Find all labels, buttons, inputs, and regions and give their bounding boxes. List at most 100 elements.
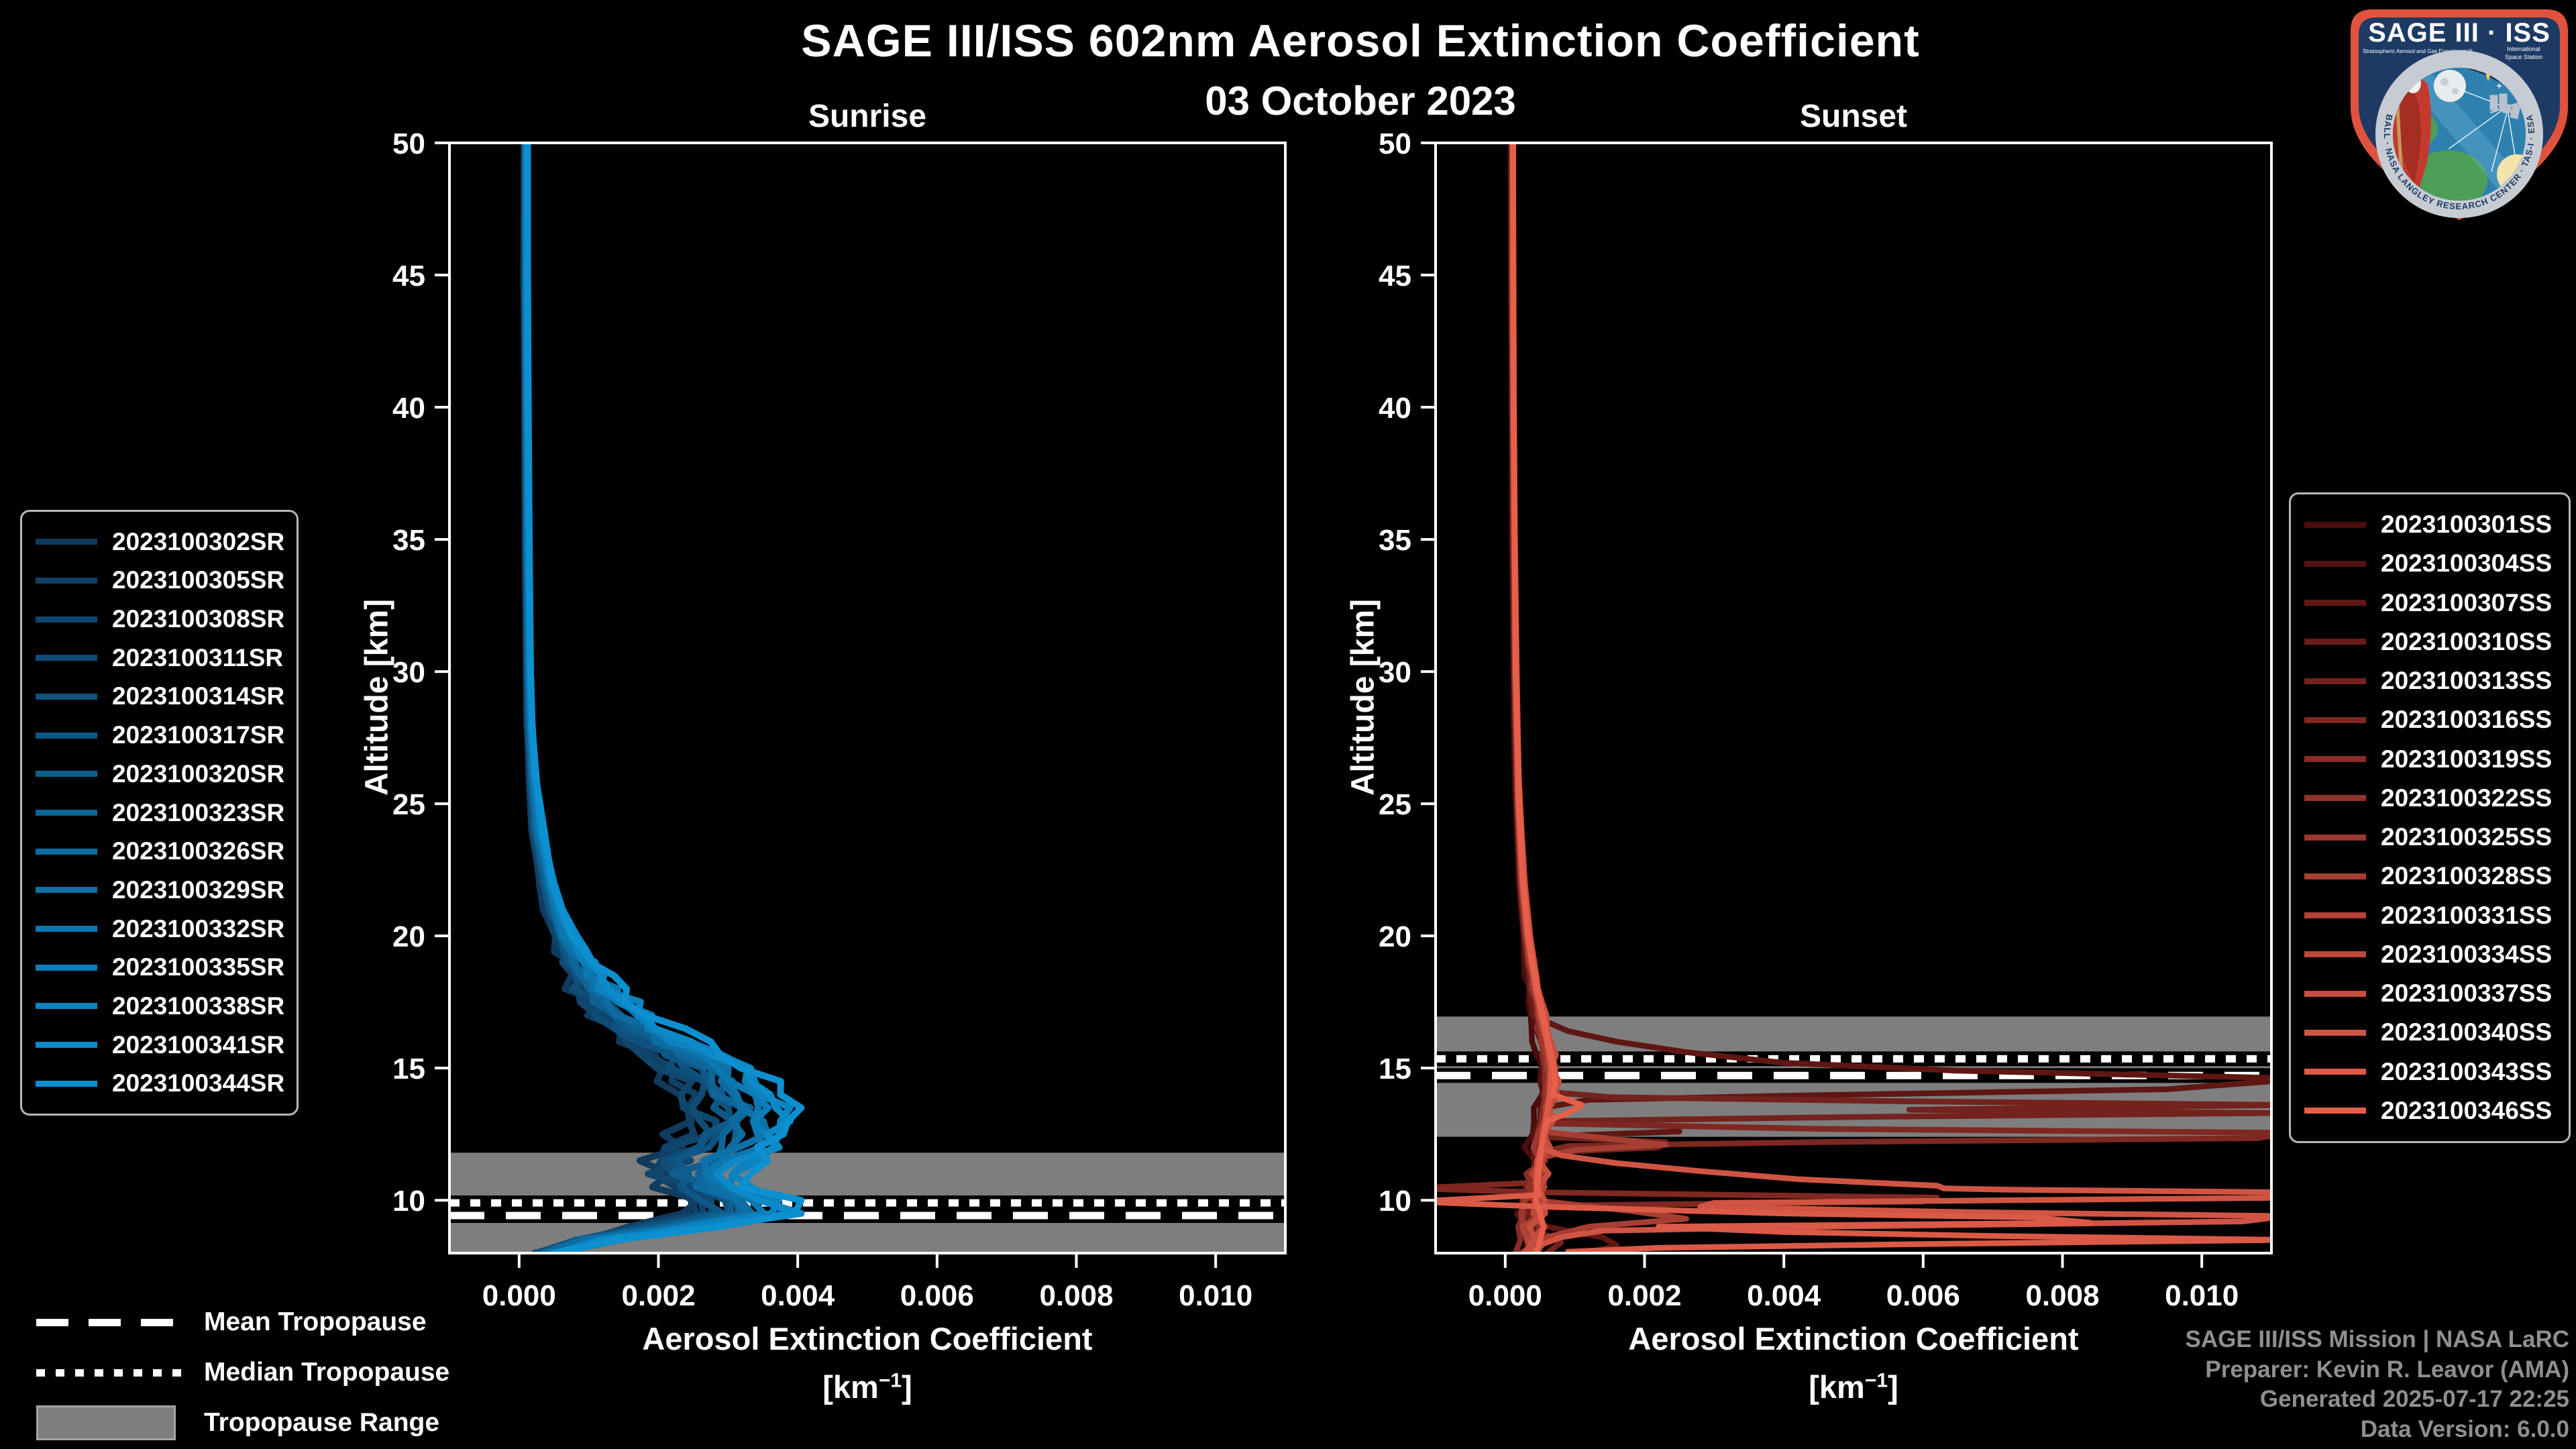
legend-item: 2023100344SR <box>36 1069 284 1097</box>
legend-line-swatch <box>2304 521 2366 528</box>
legend-label: 2023100310SS <box>2381 627 2553 655</box>
legend-item: 2023100302SR <box>36 528 284 556</box>
dotted-line-swatch <box>36 1368 185 1377</box>
legend-line-swatch <box>36 693 97 700</box>
legend-label: 2023100305SR <box>112 566 285 594</box>
legend-label: 2023100326SR <box>112 837 285 865</box>
legend-item: 2023100311SR <box>36 644 283 672</box>
legend-line-swatch <box>36 964 97 971</box>
legend-item: 2023100341SR <box>36 1031 284 1059</box>
legend-label: 2023100335SR <box>112 953 285 981</box>
y-tick-label: 10 <box>392 1185 425 1218</box>
legend-item: 2023100326SR <box>36 837 285 865</box>
sunrise-legend: 2023100302SR 2023100305SR 2023100308SR 2023… <box>20 510 299 1116</box>
legend-line-swatch <box>2304 834 2366 841</box>
logo-earth <box>2393 68 2526 201</box>
x-axis-unit-sunset: [km−1] <box>1809 1369 1898 1405</box>
logo-subtitle-left: Stratospheric Aerosol and Gas Experiment… <box>2363 48 2473 54</box>
legend-item: 2023100338SR <box>36 991 285 1020</box>
attribution-line: Data Version: 6.0.0 <box>2360 1416 2569 1443</box>
y-tick-label: 25 <box>1379 788 1411 821</box>
sage-iss-logo-icon: SAGE III · ISS Stratospheric Aerosol and… <box>2351 9 2568 220</box>
legend-item: 2023100334SS <box>2304 941 2555 969</box>
legend-item: 2023100328SS <box>2304 862 2555 890</box>
legend-line-swatch <box>36 577 97 584</box>
legend-line-swatch <box>36 1042 97 1049</box>
y-tick-label: 10 <box>1379 1185 1411 1218</box>
legend-item: 2023100319SS <box>2304 745 2555 773</box>
y-tick-label: 50 <box>1379 127 1411 160</box>
legend-item: 2023100308SR <box>36 605 284 633</box>
legend-label: 2023100332SR <box>112 914 285 943</box>
x-tick-label: 0.002 <box>1607 1279 1681 1312</box>
logo-sightlines <box>2448 89 2518 172</box>
plot-frame <box>448 142 1287 1254</box>
legend-label: 2023100338SR <box>112 991 285 1020</box>
mean-tropopause-legend-item: Mean Tropopause <box>36 1304 449 1340</box>
plot-frame <box>1434 142 2273 1254</box>
y-axis-label-sunset: Altitude [km] <box>1345 598 1381 796</box>
median-tropopause-legend-item: Median Tropopause <box>36 1354 449 1391</box>
profile-2023100329SR <box>523 143 771 1253</box>
x-axis-label-sunset: Aerosol Extinction Coefficient <box>1628 1321 2079 1356</box>
x-tick-label: 0.008 <box>2025 1279 2099 1312</box>
tropopause-legend: Mean Tropopause Median Tropopause Tropop… <box>36 1304 449 1441</box>
legend-label: 2023100328SS <box>2381 862 2553 890</box>
tropopause-range-legend-item: Tropopause Range <box>36 1405 449 1441</box>
x-tick-label: 0.010 <box>2165 1279 2239 1312</box>
page-title: SAGE III/ISS 602nm Aerosol Extinction Co… <box>801 15 1920 66</box>
x-tick-label: 0.004 <box>761 1279 835 1312</box>
legend-line-swatch <box>2304 678 2366 684</box>
x-tick-label: 0.010 <box>1179 1279 1252 1312</box>
legend-line-swatch <box>36 926 97 932</box>
x-tick-label: 0.004 <box>1747 1279 1821 1312</box>
profile-2023100308SR <box>521 143 720 1253</box>
y-axis-label-sunrise: Altitude [km] <box>359 598 395 796</box>
date-subtitle: 03 October 2023 <box>1205 78 1516 123</box>
legend-line-swatch <box>2304 873 2366 879</box>
attribution-line: Generated 2025-07-17 22:25 <box>2259 1386 2569 1413</box>
legend-label: 2023100311SR <box>112 643 284 672</box>
y-tick-label: 45 <box>1379 260 1411 292</box>
legend-line-swatch <box>36 887 97 894</box>
legend-item: 2023100346SS <box>2304 1097 2555 1125</box>
profile-2023100302SR <box>520 143 702 1253</box>
y-tick-label: 45 <box>392 260 425 292</box>
logo-moon <box>2434 70 2466 102</box>
legend-label: 2023100314SR <box>112 682 285 710</box>
legend-label: 2023100346SS <box>2381 1096 2553 1124</box>
legend-label: 2023100313SS <box>2381 667 2553 695</box>
legend-label: 2023100340SS <box>2381 1018 2553 1046</box>
legend-line-swatch <box>36 848 97 855</box>
attribution-line: SAGE III/ISS Mission | NASA LaRC <box>2185 1326 2569 1352</box>
legend-item: 2023100320SR <box>36 760 284 788</box>
legend-label: 2023100316SS <box>2381 706 2553 734</box>
legend-line-swatch <box>2304 756 2366 763</box>
legend-line-swatch <box>2304 560 2366 567</box>
legend-item: 2023100307SS <box>2304 589 2555 617</box>
legend-line-swatch <box>36 732 97 739</box>
y-tick-label: 50 <box>392 127 425 160</box>
legend-label: 2023100322SS <box>2381 784 2553 812</box>
legend-item: 2023100329SR <box>36 876 284 904</box>
legend-item: 2023100343SS <box>2304 1058 2555 1086</box>
x-axis-label-sunrise: Aerosol Extinction Coefficient <box>642 1321 1093 1356</box>
legend-item: 2023100316SS <box>2304 706 2555 734</box>
attribution-line: Preparer: Kevin R. Leavor (AMA) <box>2205 1356 2569 1383</box>
gray-band-swatch <box>36 1405 176 1440</box>
legend-item: 2023100337SS <box>2304 979 2555 1008</box>
y-tick-label: 25 <box>392 788 425 821</box>
y-tick-label: 30 <box>392 656 425 689</box>
legend-item: 2023100301SS <box>2304 511 2555 539</box>
legend-label: 2023100319SS <box>2381 745 2553 773</box>
legend-item: 2023100322SS <box>2304 784 2555 812</box>
legend-item: 2023100325SS <box>2304 823 2555 851</box>
legend-line-swatch <box>2304 716 2366 723</box>
legend-label: 2023100331SS <box>2381 901 2553 929</box>
profile-2023100344SR <box>524 143 805 1253</box>
y-tick-label: 15 <box>392 1053 425 1085</box>
dashed-line-swatch <box>36 1318 185 1326</box>
legend-label: 2023100334SS <box>2381 940 2553 968</box>
